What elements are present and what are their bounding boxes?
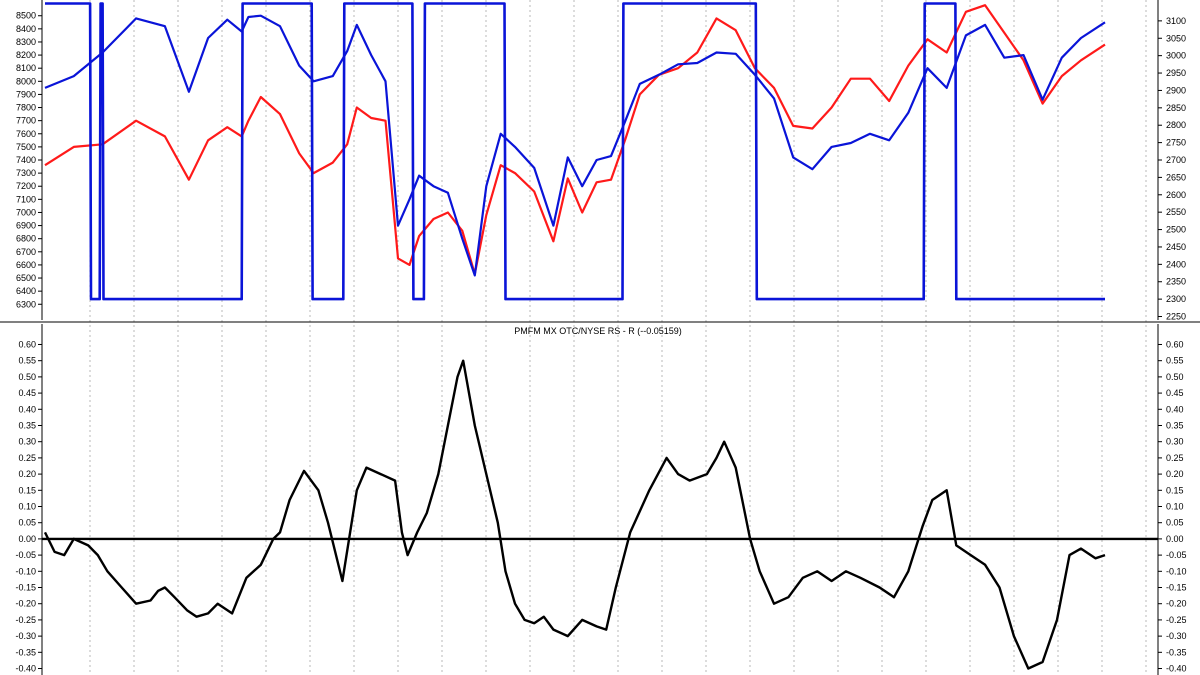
left-axis-tick-label: 8300 <box>16 37 36 47</box>
left-axis-tick-label: 6400 <box>16 286 36 296</box>
left-axis-tick-label: 8500 <box>16 11 36 21</box>
oscillator-right-tick-label: -0.15 <box>1166 583 1187 593</box>
right-axis-tick-label: 2350 <box>1166 277 1186 287</box>
left-axis-tick-label: 7900 <box>16 89 36 99</box>
left-axis-tick-label: 6900 <box>16 221 36 231</box>
right-axis-tick-label: 2600 <box>1166 190 1186 200</box>
left-axis-tick-label: 6700 <box>16 247 36 257</box>
left-axis-tick-label: 8400 <box>16 24 36 34</box>
right-axis-tick-label: 3100 <box>1166 16 1186 26</box>
oscillator-right-tick-label: 0.50 <box>1166 372 1184 382</box>
oscillator-right-tick-label: -0.25 <box>1166 615 1187 625</box>
oscillator-left-tick-label: 0.40 <box>18 404 36 414</box>
left-axis-tick-label: 6300 <box>16 299 36 309</box>
oscillator-left-tick-label: 0.05 <box>18 518 36 528</box>
oscillator-left-axis: -0.40 -0.35 -0.30 -0.25 -0.20 -0.15 -0.10 -0.05… <box>15 324 43 675</box>
oscillator-right-tick-label: 0.60 <box>1166 339 1184 349</box>
oscillator-left-tick-label: -0.15 <box>15 583 36 593</box>
left-axis-tick-label: 8000 <box>16 76 36 86</box>
oscillator-left-tick-label: -0.10 <box>15 566 36 576</box>
right-axis-tick-label: 2800 <box>1166 120 1186 130</box>
oscillator-right-tick-label: 0.45 <box>1166 388 1184 398</box>
oscillator-left-tick-label: 0.20 <box>18 469 36 479</box>
oscillator-left-tick-label: -0.40 <box>15 664 36 674</box>
oscillator-right-tick-label: 0.15 <box>1166 485 1184 495</box>
oscillator-right-tick-label: -0.30 <box>1166 631 1187 641</box>
price-right-axis: 2250 2300 2350 2400 2450 2500 2550 2600 2650 2700… <box>1157 0 1186 322</box>
oscillator-line <box>43 359 1106 670</box>
left-axis-tick-label: 7400 <box>16 155 36 165</box>
oscillator-left-tick-label: 0.45 <box>18 388 36 398</box>
left-axis-tick-label: 8200 <box>16 50 36 60</box>
red-price-line <box>44 4 1106 276</box>
oscillator-left-tick-label: -0.30 <box>15 631 36 641</box>
right-axis-tick-label: 2500 <box>1166 225 1186 235</box>
oscillator-title: PMFM MX OTC/NYSE RS - R (--0.05159) <box>514 326 682 336</box>
oscillator-right-axis: -0.40 -0.35 -0.30 -0.25 -0.20 -0.15 -0.10 -0.05… <box>1157 324 1187 675</box>
oscillator-left-tick-label: -0.20 <box>15 599 36 609</box>
price-series-layer <box>44 2 1106 301</box>
oscillator-left-tick-label: 0.10 <box>18 502 36 512</box>
right-axis-tick-label: 2900 <box>1166 85 1186 95</box>
oscillator-left-tick-label: -0.05 <box>15 550 36 560</box>
oscillator-right-tick-label: 0.10 <box>1166 502 1184 512</box>
left-axis-tick-label: 7300 <box>16 168 36 178</box>
left-axis-tick-label: 7600 <box>16 129 36 139</box>
right-axis-tick-label: 2750 <box>1166 138 1186 148</box>
left-axis-tick-label: 7800 <box>16 103 36 113</box>
oscillator-left-tick-label: 0.50 <box>18 372 36 382</box>
left-axis-tick-label: 7000 <box>16 207 36 217</box>
oscillator-right-tick-label: -0.10 <box>1166 566 1187 576</box>
oscillator-left-tick-label: -0.35 <box>15 647 36 657</box>
oscillator-right-tick-label: 0.30 <box>1166 437 1184 447</box>
oscillator-right-tick-label: -0.05 <box>1166 550 1187 560</box>
oscillator-left-tick-label: 0.35 <box>18 420 36 430</box>
oscillator-right-tick-label: -0.20 <box>1166 599 1187 609</box>
right-axis-tick-label: 2400 <box>1166 259 1186 269</box>
blue-signal-step-line <box>45 2 1105 301</box>
left-axis-tick-label: 6800 <box>16 234 36 244</box>
oscillator-left-tick-label: -0.25 <box>15 615 36 625</box>
right-axis-tick-label: 2300 <box>1166 294 1186 304</box>
oscillator-panel: PMFM MX OTC/NYSE RS - R (--0.05159) -0.4… <box>15 324 1187 675</box>
blue-price-line <box>44 14 1106 277</box>
oscillator-left-tick-label: 0.00 <box>18 534 36 544</box>
oscillator-right-tick-label: -0.40 <box>1166 664 1187 674</box>
oscillator-right-tick-label: 0.25 <box>1166 453 1184 463</box>
oscillator-right-tick-label: -0.35 <box>1166 647 1187 657</box>
right-axis-tick-label: 2950 <box>1166 68 1186 78</box>
left-axis-tick-label: 7100 <box>16 194 36 204</box>
vertical-gridlines <box>89 0 1147 675</box>
right-axis-tick-label: 2650 <box>1166 172 1186 182</box>
oscillator-right-tick-label: 0.55 <box>1166 356 1184 366</box>
left-axis-tick-label: 7200 <box>16 181 36 191</box>
oscillator-left-tick-label: 0.55 <box>18 356 36 366</box>
oscillator-right-tick-label: 0.20 <box>1166 469 1184 479</box>
right-axis-tick-label: 2450 <box>1166 242 1186 252</box>
oscillator-left-tick-label: 0.25 <box>18 453 36 463</box>
right-axis-tick-label: 3050 <box>1166 33 1186 43</box>
oscillator-left-tick-label: 0.30 <box>18 437 36 447</box>
oscillator-right-tick-label: 0.35 <box>1166 420 1184 430</box>
right-axis-tick-label: 2700 <box>1166 155 1186 165</box>
right-axis-tick-label: 3000 <box>1166 51 1186 61</box>
left-axis-tick-label: 7500 <box>16 142 36 152</box>
right-axis-tick-label: 2850 <box>1166 103 1186 113</box>
oscillator-left-tick-label: 0.15 <box>18 485 36 495</box>
right-axis-tick-label: 2550 <box>1166 207 1186 217</box>
oscillator-right-tick-label: 0.05 <box>1166 518 1184 528</box>
oscillator-right-tick-label: 0.00 <box>1166 534 1184 544</box>
price-panel: 6300 6400 6500 6600 6700 6800 6900 7000 7100 7200… <box>16 0 1186 322</box>
left-axis-tick-label: 6600 <box>16 260 36 270</box>
left-axis-tick-label: 8100 <box>16 63 36 73</box>
price-left-axis: 6300 6400 6500 6600 6700 6800 6900 7000 7100 7200… <box>16 0 43 320</box>
right-axis-tick-label: 2250 <box>1166 312 1186 322</box>
left-axis-tick-label: 7700 <box>16 116 36 126</box>
oscillator-series-layer <box>43 359 1106 670</box>
left-axis-tick-label: 6500 <box>16 273 36 283</box>
oscillator-right-tick-label: 0.40 <box>1166 404 1184 414</box>
oscillator-left-tick-label: 0.60 <box>18 339 36 349</box>
